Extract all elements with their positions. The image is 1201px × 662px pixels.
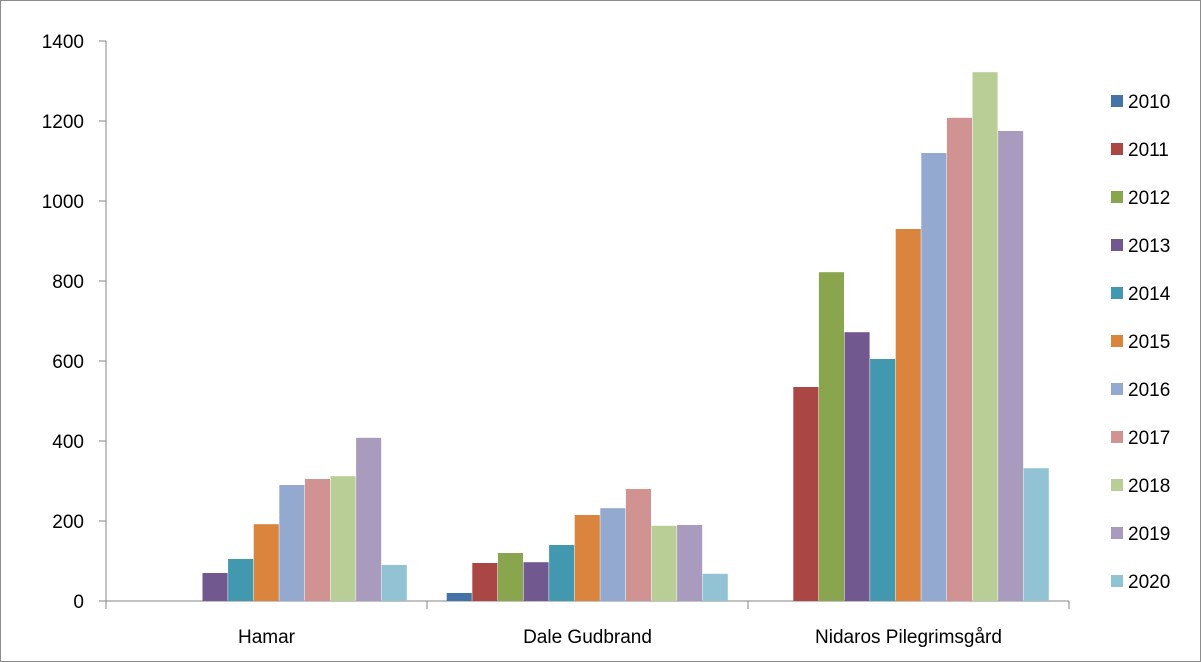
- bar-2011-2: [793, 387, 819, 601]
- bar-2020-1: [702, 573, 728, 601]
- legend-swatch-2019: [1111, 527, 1123, 539]
- legend-swatch-2010: [1111, 95, 1123, 107]
- x-axis: Hamar Dale Gudbrand Nidaros Pilegrimsgård: [105, 600, 1070, 648]
- legend-label-2017: 2017: [1128, 428, 1170, 449]
- legend-label-2018: 2018: [1128, 476, 1170, 497]
- bar-2020-2: [1023, 468, 1049, 601]
- bar-2018-0: [330, 476, 356, 601]
- bar-2019-2: [998, 131, 1024, 601]
- legend-swatch-2011: [1111, 143, 1123, 155]
- x-tick-label: Dale Gudbrand: [523, 627, 652, 648]
- bar-2014-2: [870, 359, 896, 601]
- y-tick-label: 1200: [42, 112, 84, 133]
- bar-2015-2: [895, 229, 921, 601]
- legend-label-2019: 2019: [1128, 524, 1170, 545]
- legend-label-2013: 2013: [1128, 236, 1170, 257]
- y-tick-label: 800: [52, 272, 84, 293]
- bar-2019-1: [677, 525, 703, 601]
- bar-2016-2: [921, 153, 947, 601]
- y-tick-label: 1000: [42, 192, 84, 213]
- legend-label-2016: 2016: [1128, 380, 1170, 401]
- bar-2010-1: [446, 593, 472, 601]
- legend-label-2014: 2014: [1128, 284, 1171, 305]
- bar-2016-0: [279, 485, 305, 601]
- y-axis: 0 200 400 600 800 1000 1200 1400: [42, 32, 107, 613]
- y-tick-label: 200: [52, 512, 84, 533]
- y-tick-label: 1400: [42, 32, 84, 53]
- bar-2013-1: [523, 562, 549, 601]
- bar-2014-1: [549, 545, 575, 601]
- legend-label-2012: 2012: [1128, 188, 1170, 209]
- bar-2019-0: [356, 437, 382, 601]
- bar-2018-2: [972, 72, 998, 601]
- legend-swatch-2014: [1111, 287, 1123, 299]
- x-tick-label: Nidaros Pilegrimsgård: [815, 627, 1002, 648]
- bar-2012-1: [497, 553, 523, 601]
- legend-label-2020: 2020: [1128, 572, 1170, 593]
- legend-swatch-2020: [1111, 575, 1123, 587]
- bar-2014-0: [228, 559, 254, 601]
- bar-2015-0: [253, 524, 279, 601]
- y-tick-label: 600: [52, 352, 84, 373]
- legend-swatch-2012: [1111, 191, 1123, 203]
- bar-2016-1: [600, 508, 626, 601]
- legend: 2010 2011 2012 2013 2014 2015 2016 2017 2018 2019…: [1111, 92, 1171, 593]
- bar-2017-1: [625, 489, 651, 601]
- y-tick-label: 0: [73, 592, 84, 613]
- legend-swatch-2018: [1111, 479, 1123, 491]
- bar-2017-0: [304, 479, 330, 601]
- legend-swatch-2013: [1111, 239, 1123, 251]
- legend-label-2011: 2011: [1128, 140, 1169, 161]
- y-tick-label: 400: [52, 432, 84, 453]
- legend-label-2015: 2015: [1128, 332, 1170, 353]
- bar-2013-2: [844, 332, 870, 601]
- legend-swatch-2016: [1111, 383, 1123, 395]
- legend-label-2010: 2010: [1128, 92, 1170, 113]
- bars: [202, 72, 1049, 602]
- legend-swatch-2015: [1111, 335, 1123, 347]
- bar-2012-2: [818, 272, 844, 601]
- bar-2020-0: [381, 565, 407, 601]
- x-tick-label: Hamar: [238, 627, 296, 648]
- bar-2018-1: [651, 525, 677, 601]
- bar-2011-1: [472, 563, 498, 601]
- bar-2013-0: [202, 573, 228, 601]
- bar-2017-2: [946, 117, 972, 602]
- legend-swatch-2017: [1111, 431, 1123, 443]
- bar-2015-1: [574, 515, 600, 601]
